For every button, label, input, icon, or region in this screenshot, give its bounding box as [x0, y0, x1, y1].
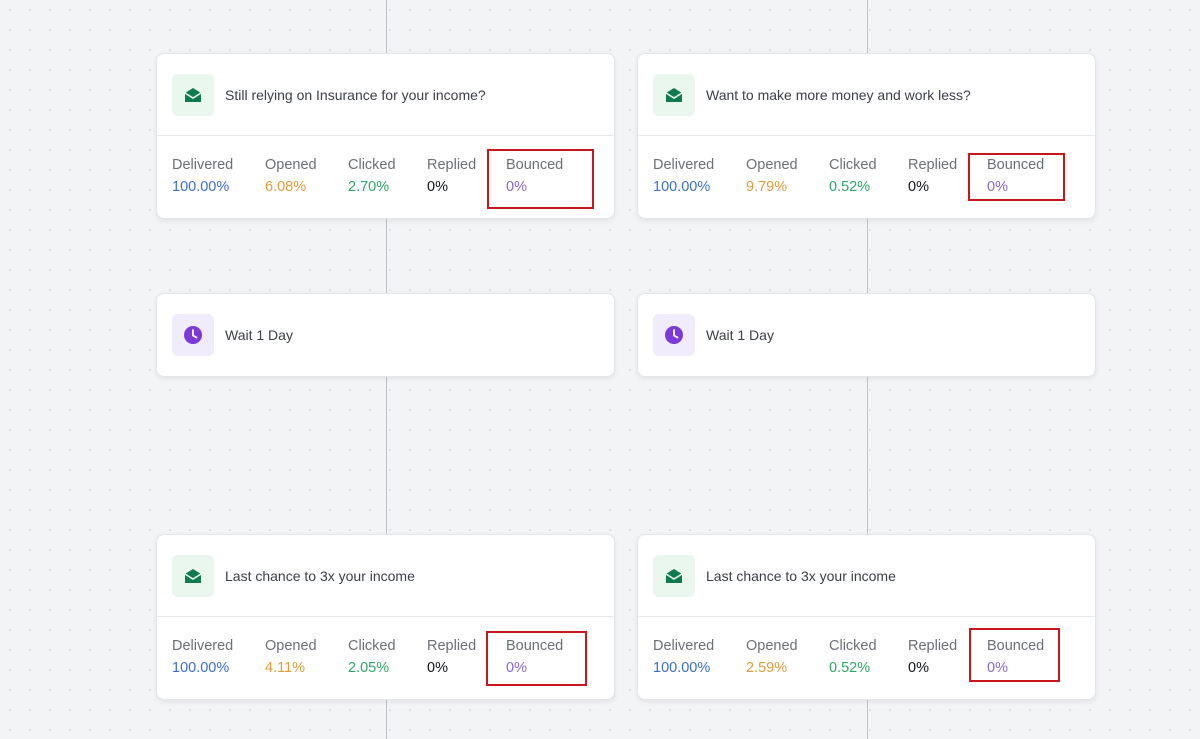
wait-duration: Wait 1 Day	[225, 326, 293, 343]
stat-bounced: Bounced 0%	[987, 156, 1044, 197]
stat-value: 0%	[427, 179, 448, 195]
stat-replied: Replied 0%	[427, 156, 476, 197]
stat-value: 0%	[908, 179, 929, 195]
stat-clicked: Clicked 2.70%	[348, 156, 396, 197]
stat-value: 0%	[908, 660, 929, 676]
wait-step-header: Wait 1 Day	[638, 294, 1095, 375]
stat-value: 100.00%	[172, 660, 230, 676]
stat-clicked: Clicked 0.52%	[829, 156, 877, 197]
stat-label: Replied	[427, 638, 477, 654]
stat-value: 0.52%	[829, 179, 871, 195]
stat-value: 6.08%	[265, 179, 307, 195]
stat-label: Bounced	[506, 638, 564, 654]
stat-value: 0%	[427, 660, 448, 676]
stat-value: 2.70%	[348, 179, 390, 195]
email-step-card[interactable]: Want to make more money and work less? D…	[637, 53, 1096, 219]
stat-value: 0%	[987, 179, 1008, 195]
email-subject: Want to make more money and work less?	[706, 86, 971, 103]
stat-replied: Replied 0%	[908, 637, 957, 678]
stat-delivered: Delivered 100.00%	[172, 156, 233, 197]
email-step-header: Last chance to 3x your income	[157, 535, 614, 617]
email-stats: Delivered 100.00% Opened 6.08% Clicked 2.70…	[157, 136, 614, 218]
stat-bounced: Bounced 0%	[506, 637, 563, 678]
stat-clicked: Clicked 0.52%	[829, 637, 877, 678]
wait-step-header: Wait 1 Day	[157, 294, 614, 375]
email-stats: Delivered 100.00% Opened 9.79% Clicked 0.52…	[638, 136, 1095, 218]
email-step-header: Want to make more money and work less?	[638, 54, 1095, 136]
stat-delivered: Delivered 100.00%	[172, 637, 233, 678]
stat-delivered: Delivered 100.00%	[653, 156, 714, 197]
clock-icon	[172, 313, 214, 356]
stat-value: 0%	[506, 179, 527, 195]
stat-label: Delivered	[653, 157, 715, 173]
stat-bounced: Bounced 0%	[506, 156, 563, 197]
stat-value: 100.00%	[653, 660, 711, 676]
stat-value: 0%	[987, 660, 1008, 676]
stat-label: Opened	[746, 638, 798, 654]
stat-delivered: Delivered 100.00%	[653, 637, 714, 678]
email-step-card[interactable]: Still relying on Insurance for your inco…	[156, 53, 615, 219]
wait-step-card[interactable]: Wait 1 Day	[637, 293, 1096, 377]
stat-replied: Replied 0%	[908, 156, 957, 197]
envelope-open-icon	[653, 554, 695, 597]
email-stats: Delivered 100.00% Opened 2.59% Clicked 0.52…	[638, 617, 1095, 699]
stat-label: Replied	[908, 157, 958, 173]
email-subject: Still relying on Insurance for your inco…	[225, 86, 486, 103]
stat-label: Bounced	[987, 157, 1045, 173]
bounced-highlight-box	[968, 153, 1065, 201]
envelope-open-icon	[172, 73, 214, 116]
email-step-header: Last chance to 3x your income	[638, 535, 1095, 617]
stat-value: 100.00%	[653, 179, 711, 195]
wait-duration: Wait 1 Day	[706, 326, 774, 343]
stat-label: Delivered	[172, 638, 234, 654]
stat-label: Bounced	[506, 157, 564, 173]
bounced-highlight-box	[486, 631, 587, 686]
stat-opened: Opened 4.11%	[265, 637, 317, 678]
stat-value: 2.05%	[348, 660, 390, 676]
envelope-open-icon	[653, 73, 695, 116]
stat-label: Delivered	[653, 638, 715, 654]
stat-opened: Opened 2.59%	[746, 637, 798, 678]
stat-opened: Opened 9.79%	[746, 156, 798, 197]
email-step-header: Still relying on Insurance for your inco…	[157, 54, 614, 136]
stat-label: Clicked	[829, 157, 877, 173]
email-stats: Delivered 100.00% Opened 4.11% Clicked 2.05…	[157, 617, 614, 699]
stat-value: 100.00%	[172, 179, 230, 195]
stat-value: 2.59%	[746, 660, 788, 676]
stat-label: Clicked	[348, 157, 396, 173]
stat-label: Opened	[746, 157, 798, 173]
stat-opened: Opened 6.08%	[265, 156, 317, 197]
stat-label: Clicked	[348, 638, 396, 654]
bounced-highlight-box	[969, 628, 1060, 682]
stat-value: 4.11%	[265, 660, 306, 676]
envelope-open-icon	[172, 554, 214, 597]
wait-step-card[interactable]: Wait 1 Day	[156, 293, 615, 377]
stat-value: 0.52%	[829, 660, 871, 676]
clock-icon	[653, 313, 695, 356]
email-step-card[interactable]: Last chance to 3x your income Delivered 1…	[156, 534, 615, 700]
stat-label: Opened	[265, 638, 317, 654]
email-subject: Last chance to 3x your income	[706, 567, 896, 584]
stat-value: 9.79%	[746, 179, 788, 195]
stat-label: Replied	[427, 157, 477, 173]
stat-label: Delivered	[172, 157, 234, 173]
stat-label: Clicked	[829, 638, 877, 654]
stat-clicked: Clicked 2.05%	[348, 637, 396, 678]
stat-label: Opened	[265, 157, 317, 173]
stat-label: Replied	[908, 638, 958, 654]
bounced-highlight-box	[487, 149, 594, 209]
stat-value: 0%	[506, 660, 527, 676]
stat-label: Bounced	[987, 638, 1045, 654]
email-subject: Last chance to 3x your income	[225, 567, 415, 584]
stat-bounced: Bounced 0%	[987, 637, 1044, 678]
stat-replied: Replied 0%	[427, 637, 476, 678]
email-step-card[interactable]: Last chance to 3x your income Delivered 1…	[637, 534, 1096, 700]
